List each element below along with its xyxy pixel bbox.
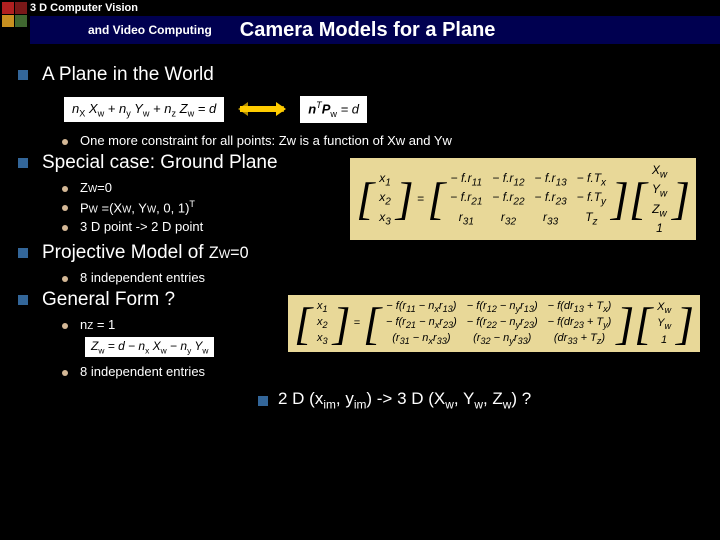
section-heading: General Form ? bbox=[18, 289, 248, 311]
bullet-dot-icon bbox=[62, 323, 68, 329]
corner-blocks bbox=[2, 2, 27, 27]
sub-bullet: 3 D point -> 2 D point bbox=[62, 219, 348, 234]
sub-text: 3 D point -> 2 D point bbox=[80, 219, 203, 234]
bullet-square-icon bbox=[18, 248, 28, 258]
corner-block bbox=[2, 15, 14, 27]
equation-box: nX Xw + ny Yw + nz Zw = d bbox=[62, 95, 226, 125]
section-heading: Projective Model of ZW=0 bbox=[18, 242, 702, 264]
equation-inline: Zw = d − nx Xw − ny Yw bbox=[84, 336, 215, 358]
slide-header: 3 D Computer Vision and Video Computing … bbox=[0, 0, 720, 46]
sub-text: One more constraint for all points: Zw i… bbox=[80, 133, 452, 148]
slide-content: A Plane in the World nX Xw + ny Yw + nz … bbox=[0, 46, 720, 412]
corner-block bbox=[2, 2, 14, 14]
bullet-dot-icon bbox=[62, 225, 68, 231]
bullet-square-icon bbox=[18, 158, 28, 168]
footer-text: 2 D (xim, yim) -> 3 D (Xw, Yw, Zw) ? bbox=[278, 389, 531, 411]
sub-bullet: One more constraint for all points: Zw i… bbox=[62, 133, 702, 148]
bullet-dot-icon bbox=[62, 370, 68, 376]
footer-question: 2 D (xim, yim) -> 3 D (Xw, Yw, Zw) ? bbox=[258, 389, 702, 411]
section-title: A Plane in the World bbox=[42, 64, 214, 86]
section-title: Special case: Ground Plane bbox=[42, 152, 278, 174]
sub-text: 8 independent entries bbox=[80, 270, 205, 285]
slide-title: Camera Models for a Plane bbox=[240, 19, 496, 42]
bullet-dot-icon bbox=[62, 186, 68, 192]
header-line1: 3 D Computer Vision bbox=[30, 2, 138, 14]
sub-text: ZW=0 bbox=[80, 180, 112, 195]
sub-bullet: nZ = 1 bbox=[62, 317, 248, 332]
section-title: Projective Model of ZW=0 bbox=[42, 242, 249, 264]
bullet-dot-icon bbox=[62, 276, 68, 282]
matrix-equation: [x1x2x3] = [− f(r11 − nxr13)− f(r12 − ny… bbox=[286, 293, 702, 354]
bullet-dot-icon bbox=[62, 139, 68, 145]
matrix-equation: [x1x2x3] = [− f.r11− f.r12− f.r13− f.Tx−… bbox=[348, 156, 698, 242]
bullet-square-icon bbox=[18, 295, 28, 305]
sub-text: PW =(XW, YW, 0, 1)T bbox=[80, 199, 195, 215]
equation-box: nTPw = d bbox=[298, 94, 369, 125]
sub-text: nZ = 1 bbox=[80, 317, 115, 332]
section-heading: A Plane in the World bbox=[18, 64, 702, 86]
sub-text: 8 independent entries bbox=[80, 364, 205, 379]
sub-bullet: ZW=0 bbox=[62, 180, 348, 195]
sub-bullet: 8 independent entries bbox=[62, 364, 248, 379]
corner-block bbox=[15, 2, 27, 14]
bullet-square-icon bbox=[258, 396, 268, 406]
sub-bullet: 8 independent entries bbox=[62, 270, 702, 285]
section-heading: Special case: Ground Plane bbox=[18, 152, 348, 174]
header-line2: and Video Computing bbox=[30, 23, 212, 37]
corner-block bbox=[15, 15, 27, 27]
section-title: General Form ? bbox=[42, 289, 175, 311]
equation-row: nX Xw + ny Yw + nz Zw = d nTPw = d bbox=[62, 94, 702, 125]
sub-bullet: Zw = d − nx Xw − ny Yw bbox=[62, 336, 248, 358]
bullet-dot-icon bbox=[62, 205, 68, 211]
sub-bullet: PW =(XW, YW, 0, 1)T bbox=[62, 199, 348, 215]
header-bar: and Video Computing Camera Models for a … bbox=[30, 16, 720, 44]
double-arrow-icon bbox=[236, 99, 288, 119]
bullet-square-icon bbox=[18, 70, 28, 80]
